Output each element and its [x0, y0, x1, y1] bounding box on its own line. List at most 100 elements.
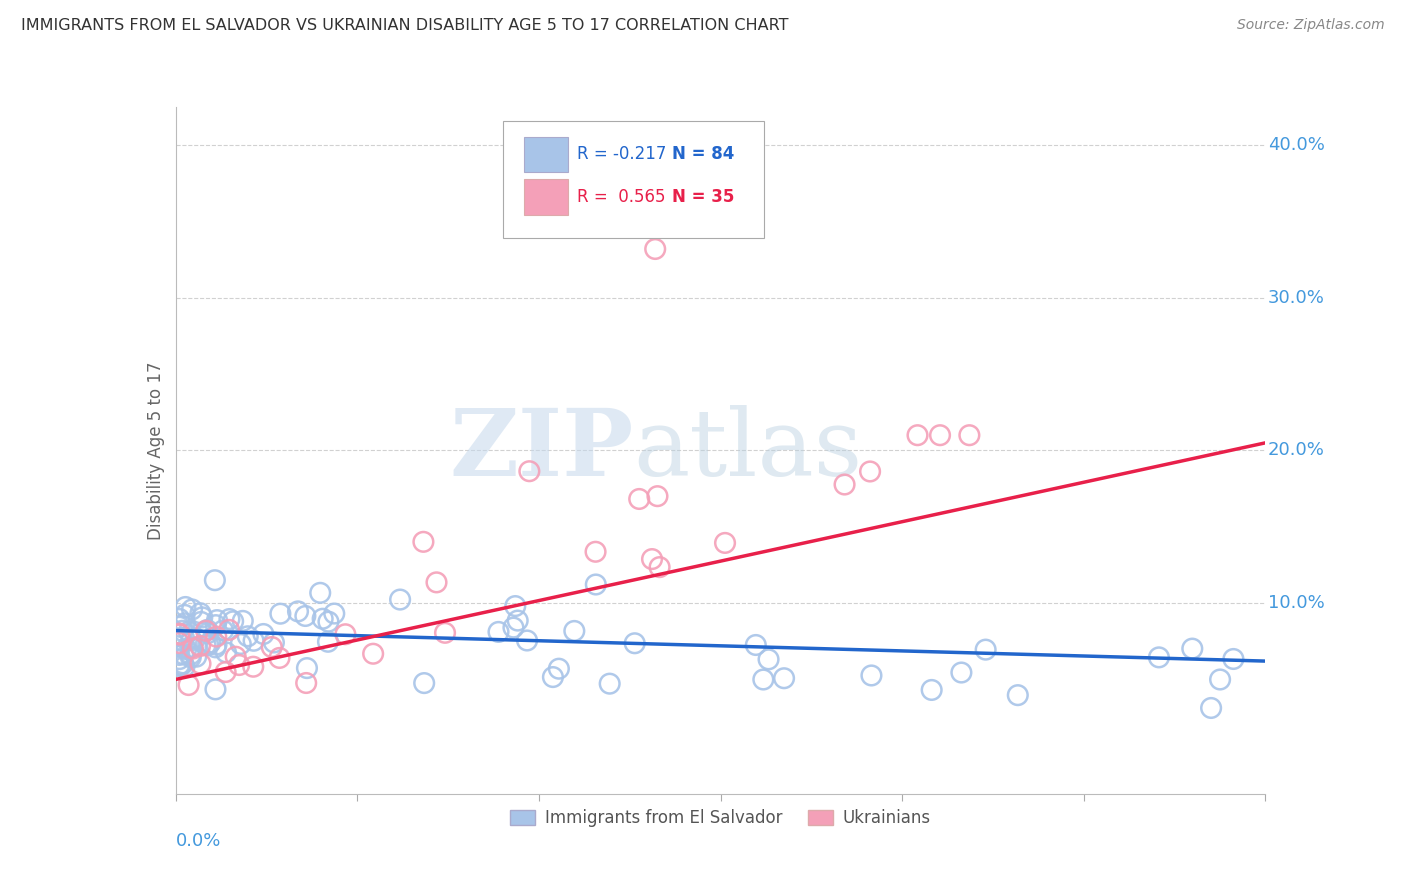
Point — [204, 682, 226, 697]
Point — [318, 615, 340, 629]
Point — [169, 659, 191, 673]
Text: Source: ZipAtlas.com: Source: ZipAtlas.com — [1237, 18, 1385, 32]
Point — [425, 575, 447, 590]
Point — [269, 607, 291, 621]
Point — [502, 621, 524, 635]
Point — [585, 577, 607, 591]
Point — [599, 676, 621, 690]
Point — [242, 659, 264, 673]
Point — [269, 651, 291, 665]
Point — [188, 639, 211, 653]
Point — [177, 678, 200, 692]
Point — [197, 638, 219, 652]
Point — [412, 534, 434, 549]
Point — [316, 634, 339, 648]
Point — [1199, 701, 1222, 715]
Point — [1147, 650, 1170, 665]
Point — [242, 633, 264, 648]
Point — [311, 612, 333, 626]
Point — [212, 624, 235, 638]
Point — [1209, 673, 1232, 687]
Point — [547, 662, 569, 676]
Point — [294, 609, 316, 624]
Point — [180, 633, 202, 648]
Point — [516, 633, 538, 648]
Point — [413, 676, 436, 690]
Point — [974, 642, 997, 657]
Point — [173, 631, 195, 645]
Point — [562, 624, 585, 638]
Point — [204, 640, 226, 655]
Point — [773, 671, 796, 685]
Point — [218, 612, 240, 626]
Point — [585, 545, 607, 559]
Point — [295, 676, 318, 690]
Point — [648, 560, 671, 574]
Point — [190, 657, 212, 671]
Text: 20.0%: 20.0% — [1268, 442, 1324, 459]
Point — [225, 649, 247, 664]
Point — [309, 586, 332, 600]
Point — [169, 612, 191, 626]
Point — [180, 648, 202, 662]
Point — [222, 615, 245, 629]
Point — [173, 607, 195, 622]
Point — [181, 641, 204, 656]
Point — [169, 627, 191, 641]
Point — [834, 477, 856, 491]
Point — [184, 631, 207, 645]
Point — [186, 649, 208, 664]
Point — [228, 658, 250, 673]
Point — [197, 626, 219, 640]
Point — [434, 625, 457, 640]
Point — [389, 592, 412, 607]
Point — [173, 616, 195, 631]
Point — [623, 636, 645, 650]
Point — [295, 661, 318, 675]
Point — [177, 624, 200, 639]
Point — [172, 647, 194, 661]
Point — [950, 665, 973, 680]
Text: 30.0%: 30.0% — [1268, 289, 1324, 307]
Point — [287, 604, 309, 618]
Point — [929, 428, 952, 442]
Point — [205, 613, 228, 627]
Point — [214, 665, 236, 679]
Point — [218, 623, 240, 637]
Text: 40.0%: 40.0% — [1268, 136, 1324, 154]
Point — [200, 636, 222, 650]
Point — [236, 629, 259, 643]
Point — [628, 491, 651, 506]
Point — [641, 552, 664, 566]
Point — [647, 489, 669, 503]
Text: ZIP: ZIP — [449, 406, 633, 495]
Point — [229, 637, 252, 651]
Text: R =  0.565: R = 0.565 — [576, 188, 665, 206]
Point — [181, 602, 204, 616]
Point — [860, 668, 883, 682]
Point — [194, 638, 217, 652]
Point — [517, 464, 540, 478]
Point — [957, 428, 980, 442]
Point — [232, 614, 254, 628]
Text: IMMIGRANTS FROM EL SALVADOR VS UKRAINIAN DISABILITY AGE 5 TO 17 CORRELATION CHAR: IMMIGRANTS FROM EL SALVADOR VS UKRAINIAN… — [21, 18, 789, 33]
Point — [180, 640, 202, 655]
Text: N = 35: N = 35 — [672, 188, 734, 206]
Point — [323, 607, 346, 621]
Point — [169, 620, 191, 634]
Point — [180, 650, 202, 665]
Point — [505, 599, 527, 613]
Point — [170, 633, 193, 648]
FancyBboxPatch shape — [524, 136, 568, 172]
Point — [1181, 641, 1204, 656]
Point — [506, 614, 529, 628]
FancyBboxPatch shape — [524, 179, 568, 215]
Point — [260, 640, 283, 654]
Point — [859, 465, 882, 479]
Point — [169, 657, 191, 672]
Point — [263, 635, 285, 649]
Point — [204, 618, 226, 632]
Point — [541, 670, 564, 684]
Legend: Immigrants from El Salvador, Ukrainians: Immigrants from El Salvador, Ukrainians — [503, 802, 938, 834]
Point — [191, 610, 214, 624]
